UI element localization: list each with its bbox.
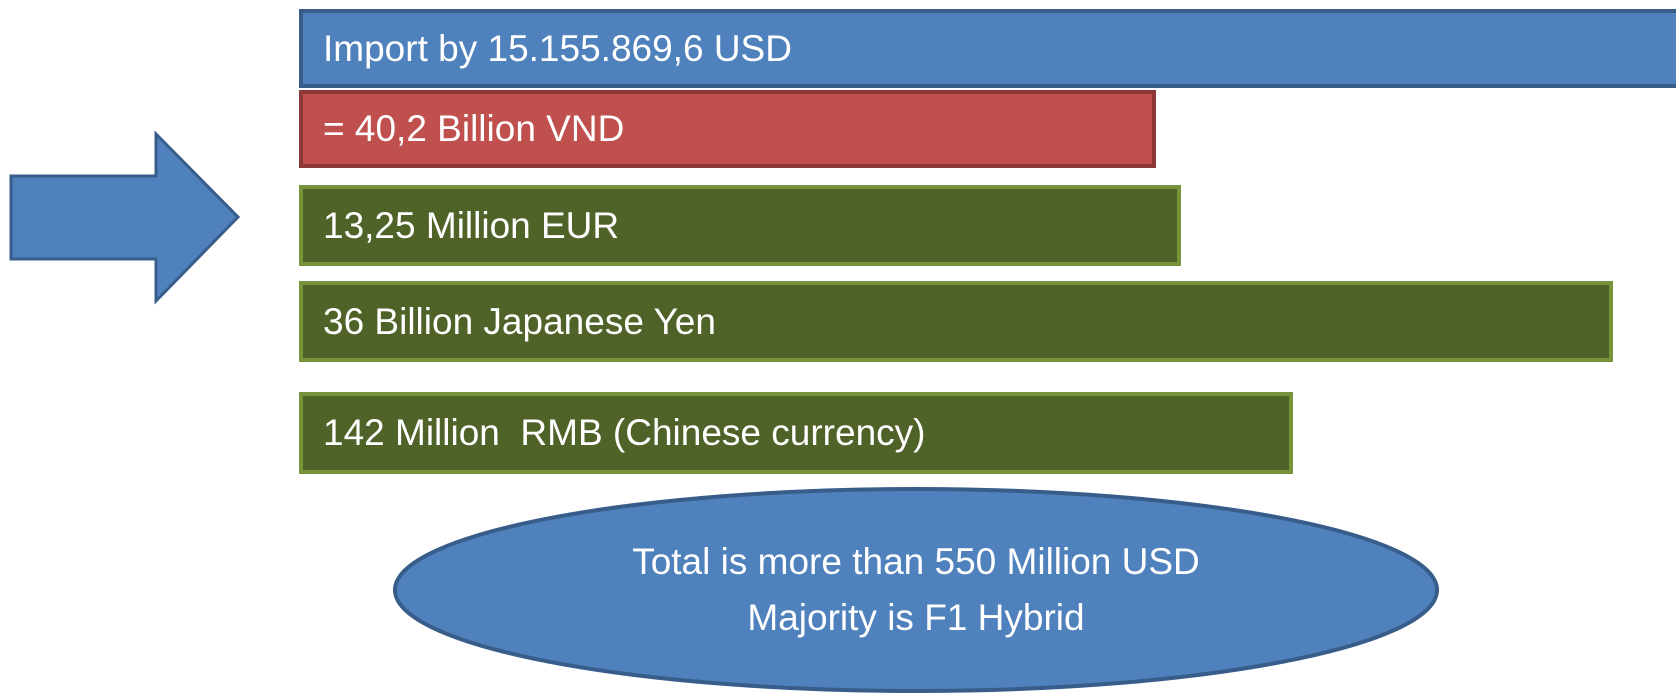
summary-ellipse xyxy=(393,487,1439,693)
summary: Total is more than 550 Million USD Major… xyxy=(395,489,1437,691)
rmb-box: 142 Million RMB (Chinese currency) xyxy=(299,392,1293,474)
box-text: 13,25 Million EUR xyxy=(323,204,620,246)
usd-box: Import by 15.155.869,6 USD xyxy=(299,9,1676,88)
box-text: Import by 15.155.869,6 USD xyxy=(323,27,792,69)
vnd-box: = 40,2 Billion VND xyxy=(299,90,1156,168)
arrow xyxy=(9,130,241,305)
summary-line: Total is more than 550 Million USD xyxy=(632,541,1200,582)
box-text: 36 Billion Japanese Yen xyxy=(323,300,716,342)
yen-box: 36 Billion Japanese Yen xyxy=(299,281,1613,362)
summary-line: Majority is F1 Hybrid xyxy=(747,597,1085,638)
eur-box: 13,25 Million EUR xyxy=(299,185,1181,266)
box-text: 142 Million RMB (Chinese currency) xyxy=(323,412,926,453)
box-text: = 40,2 Billion VND xyxy=(323,108,625,149)
